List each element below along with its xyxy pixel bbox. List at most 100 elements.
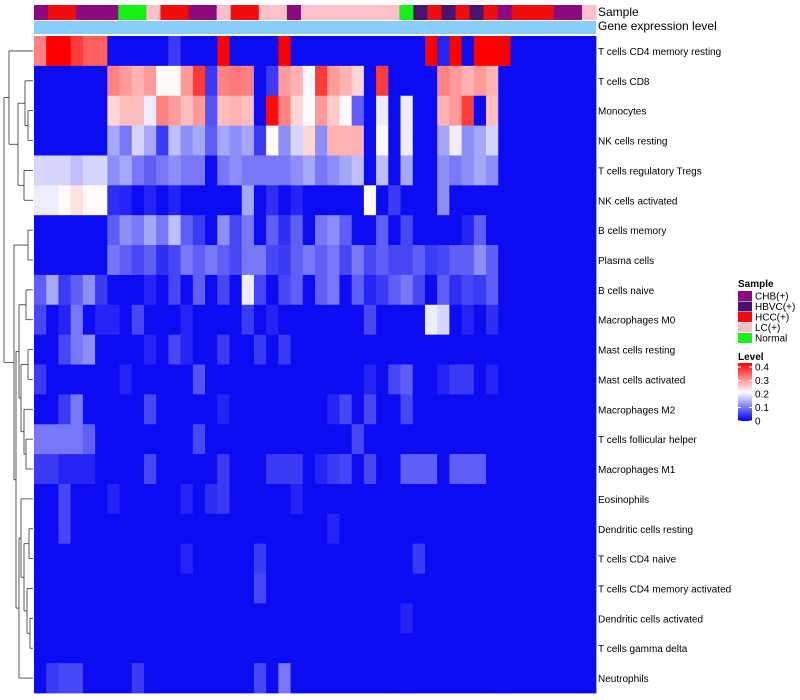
heatmap-cell	[559, 424, 572, 455]
heatmap-cell	[376, 483, 389, 515]
sample-annotation-cell	[216, 5, 232, 20]
heatmap-cell	[315, 304, 328, 336]
heatmap-cell	[315, 65, 328, 97]
heatmap-cell	[229, 155, 243, 186]
heatmap-cell	[571, 603, 585, 634]
heatmap-cell	[412, 185, 426, 216]
heatmap-cell	[547, 185, 560, 216]
heatmap-cell	[70, 663, 84, 694]
heatmap-cell	[107, 513, 120, 545]
heatmap-cell	[559, 215, 572, 246]
heatmap-cell	[363, 513, 377, 545]
heatmap-cell	[559, 125, 572, 156]
heatmap-cell	[156, 95, 169, 126]
heatmap-cell	[327, 245, 340, 276]
heatmap-cell	[95, 513, 108, 545]
heatmap-cell	[58, 483, 72, 515]
heatmap-cell	[217, 125, 230, 156]
heatmap-cell	[46, 185, 59, 216]
heatmap-cell	[486, 334, 499, 365]
heatmap-cell	[522, 603, 536, 634]
heatmap-cell	[180, 394, 194, 425]
heatmap-cell	[498, 155, 511, 186]
heatmap-cell	[241, 633, 255, 664]
heatmap-cell	[534, 245, 548, 276]
heatmap-cell	[339, 543, 353, 574]
heatmap-cell	[143, 245, 157, 276]
heatmap-cell	[82, 483, 96, 515]
heatmap-cell	[351, 543, 365, 574]
heatmap-cell	[290, 483, 304, 515]
heatmap-cell	[437, 483, 450, 515]
heatmap-cell	[363, 95, 377, 126]
heatmap-cell	[58, 274, 72, 306]
heatmap-cell	[473, 215, 487, 246]
heatmap-cell	[498, 334, 511, 365]
heatmap-cell	[229, 245, 243, 276]
heatmap-cell	[315, 424, 328, 455]
heatmap-cell	[253, 573, 267, 604]
heatmap-cell	[486, 155, 499, 186]
heatmap-cell	[46, 633, 59, 664]
heatmap-cell	[449, 65, 463, 97]
heatmap-cell	[424, 394, 438, 425]
heatmap-cell	[339, 155, 353, 186]
heatmap-cell	[339, 334, 353, 365]
heatmap-cell	[547, 483, 560, 515]
heatmap-cell	[510, 95, 524, 126]
heatmap-cell	[58, 245, 72, 276]
heatmap-cell	[290, 513, 304, 545]
row-label: NK cells resting	[598, 137, 667, 148]
heatmap-cell	[486, 215, 499, 246]
level-legend-tick-label: 0	[755, 417, 761, 428]
heatmap-cell	[95, 573, 108, 604]
heatmap-cell	[473, 245, 487, 276]
heatmap-cell	[302, 274, 316, 306]
heatmap-cell	[278, 543, 291, 574]
heatmap-cell	[290, 125, 304, 156]
heatmap-cell	[192, 304, 206, 336]
heatmap-cell	[315, 454, 328, 485]
heatmap-cell	[559, 454, 572, 485]
heatmap-cell	[351, 394, 365, 425]
heatmap-cell	[559, 543, 572, 574]
heatmap-cell	[107, 543, 120, 574]
heatmap-cell	[522, 304, 536, 336]
heatmap-cell	[339, 663, 353, 694]
heatmap-cell	[486, 185, 499, 216]
heatmap-cell	[70, 274, 84, 306]
heatmap-cell	[559, 334, 572, 365]
heatmap-cell	[70, 185, 84, 216]
heatmap-cell	[253, 454, 267, 485]
heatmap-cell	[302, 483, 316, 515]
heatmap-cell	[131, 304, 145, 336]
heatmap-cell	[547, 125, 560, 156]
heatmap-cell	[266, 36, 279, 67]
heatmap-cell	[156, 513, 169, 545]
heatmap-cell	[58, 424, 72, 455]
heatmap-cell	[547, 364, 560, 395]
heatmap-cell	[82, 663, 96, 694]
heatmap-cell	[241, 245, 255, 276]
heatmap-cell	[119, 185, 133, 216]
heatmap-cell	[131, 543, 145, 574]
heatmap-cell	[522, 394, 536, 425]
heatmap-cell	[547, 663, 560, 694]
heatmap-cell	[437, 543, 450, 574]
heatmap-cell	[388, 95, 401, 126]
heatmap-cell	[143, 185, 157, 216]
heatmap-cell	[571, 633, 585, 664]
heatmap-cell	[278, 245, 291, 276]
heatmap-cell	[424, 155, 438, 186]
heatmap-cell	[192, 424, 206, 455]
heatmap-cell	[339, 424, 353, 455]
heatmap-cell	[217, 185, 230, 216]
heatmap-cell	[229, 125, 243, 156]
heatmap-cell	[229, 394, 243, 425]
heatmap-cell	[302, 573, 316, 604]
heatmap-cell	[437, 454, 450, 485]
heatmap-cell	[449, 155, 463, 186]
heatmap-cell	[70, 215, 84, 246]
heatmap-cell	[131, 215, 145, 246]
heatmap-cell	[119, 394, 133, 425]
